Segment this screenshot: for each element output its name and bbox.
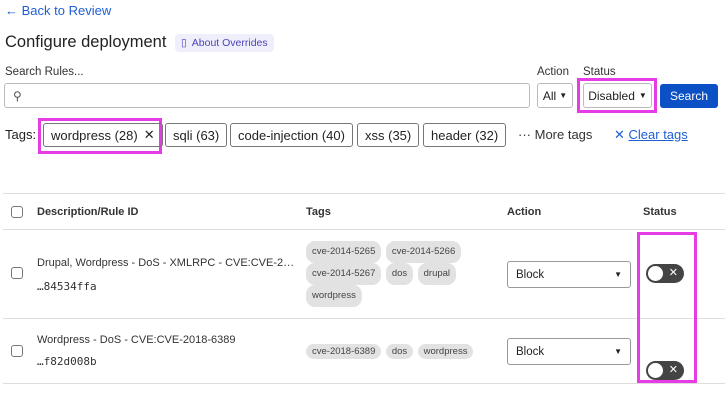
action-label: Action	[537, 66, 569, 78]
tag-chip-wordpress[interactable]: wordpress (28) ✕	[43, 123, 163, 147]
rule-tag: cve-2014-5265	[306, 241, 382, 263]
rule-status-toggle[interactable]: ✕	[646, 264, 684, 283]
column-header-description[interactable]: Description/Rule ID	[37, 206, 139, 218]
clear-tags-button[interactable]: ✕ Clear tags	[614, 127, 688, 143]
rule-description: Wordpress - DoS - CVE:CVE-2018-6389	[37, 334, 236, 346]
rule-tag: wordpress	[306, 285, 362, 307]
back-to-review-link[interactable]: ← Back to Review	[5, 3, 112, 18]
toggle-knob	[648, 266, 663, 281]
status-filter-value: Disabled	[588, 88, 635, 103]
ellipsis-icon: ···	[518, 127, 535, 142]
more-tags-button[interactable]: ··· More tags	[518, 127, 592, 142]
action-filter-value: All	[542, 88, 557, 103]
caret-down-icon: ▼	[614, 270, 622, 279]
column-header-status: Status	[643, 206, 677, 218]
column-header-tags: Tags	[306, 206, 331, 218]
close-icon: ✕	[668, 364, 678, 376]
rule-tags: cve-2014-5265 cve-2014-5266 cve-2014-526…	[306, 241, 486, 307]
rule-tag: cve-2014-5266	[385, 241, 462, 263]
rule-tag: wordpress	[417, 344, 474, 359]
book-icon: ▯	[181, 37, 187, 49]
highlight-box	[38, 118, 162, 154]
close-icon: ✕	[614, 127, 629, 142]
rule-tag: cve-2018-6389	[306, 344, 382, 359]
rule-action-select[interactable]: Block ▼	[507, 261, 631, 288]
search-label: Search Rules...	[5, 66, 84, 78]
rule-description: Drupal, Wordpress - DoS - XMLRPC - CVE:C…	[37, 257, 295, 269]
highlight-box	[637, 232, 697, 383]
column-header-action: Action	[507, 206, 542, 218]
toggle-knob	[648, 363, 663, 378]
rule-tag: dos	[385, 263, 414, 285]
rule-tag: drupal	[417, 263, 457, 285]
close-icon[interactable]: ✕	[143, 127, 155, 142]
row-checkbox[interactable]	[11, 345, 23, 357]
page-title: Configure deployment	[5, 33, 167, 51]
search-button[interactable]: Search	[660, 84, 718, 108]
divider	[3, 193, 725, 194]
about-overrides-label: About Overrides	[191, 37, 268, 49]
caret-down-icon: ▼	[638, 91, 647, 100]
highlight-box	[577, 78, 657, 113]
close-icon: ✕	[668, 267, 678, 279]
rule-tags: cve-2018-6389 dos wordpress	[306, 341, 474, 359]
rule-status-toggle[interactable]: ✕	[646, 361, 684, 380]
select-all-checkbox[interactable]	[11, 206, 23, 218]
divider	[3, 318, 725, 319]
action-filter-select[interactable]: All ▼	[537, 83, 573, 108]
status-filter-select[interactable]: Disabled ▼	[583, 83, 652, 108]
row-checkbox[interactable]	[11, 267, 23, 279]
rule-action-select[interactable]: Block ▼	[507, 338, 631, 365]
rule-action-value: Block	[516, 345, 545, 358]
tag-chip-label: wordpress (28)	[51, 127, 138, 143]
tag-chip-sqli[interactable]: sqli (63)	[165, 123, 228, 147]
caret-down-icon: ▼	[614, 347, 622, 356]
search-input[interactable]: ⚲	[4, 83, 530, 108]
about-overrides-link[interactable]: ▯ About Overrides	[175, 34, 274, 52]
rule-action-value: Block	[516, 268, 545, 281]
rule-tag: dos	[385, 344, 414, 359]
rule-id: …f82d008b	[37, 355, 97, 368]
tag-chip-xss[interactable]: xss (35)	[357, 123, 420, 147]
tag-chip-header[interactable]: header (32)	[423, 123, 507, 147]
search-icon: ⚲	[13, 88, 22, 103]
rule-id: …84534ffa	[37, 280, 97, 293]
tags-label: Tags:	[5, 127, 37, 142]
tag-chip-code-injection[interactable]: code-injection (40)	[230, 123, 353, 147]
clear-tags-label: Clear tags	[628, 127, 688, 142]
status-label: Status	[583, 66, 616, 78]
caret-down-icon: ▼	[559, 91, 568, 100]
more-tags-label: More tags	[534, 127, 593, 142]
divider	[3, 229, 725, 230]
divider	[3, 383, 725, 384]
rule-tag: cve-2014-5267	[306, 263, 382, 285]
